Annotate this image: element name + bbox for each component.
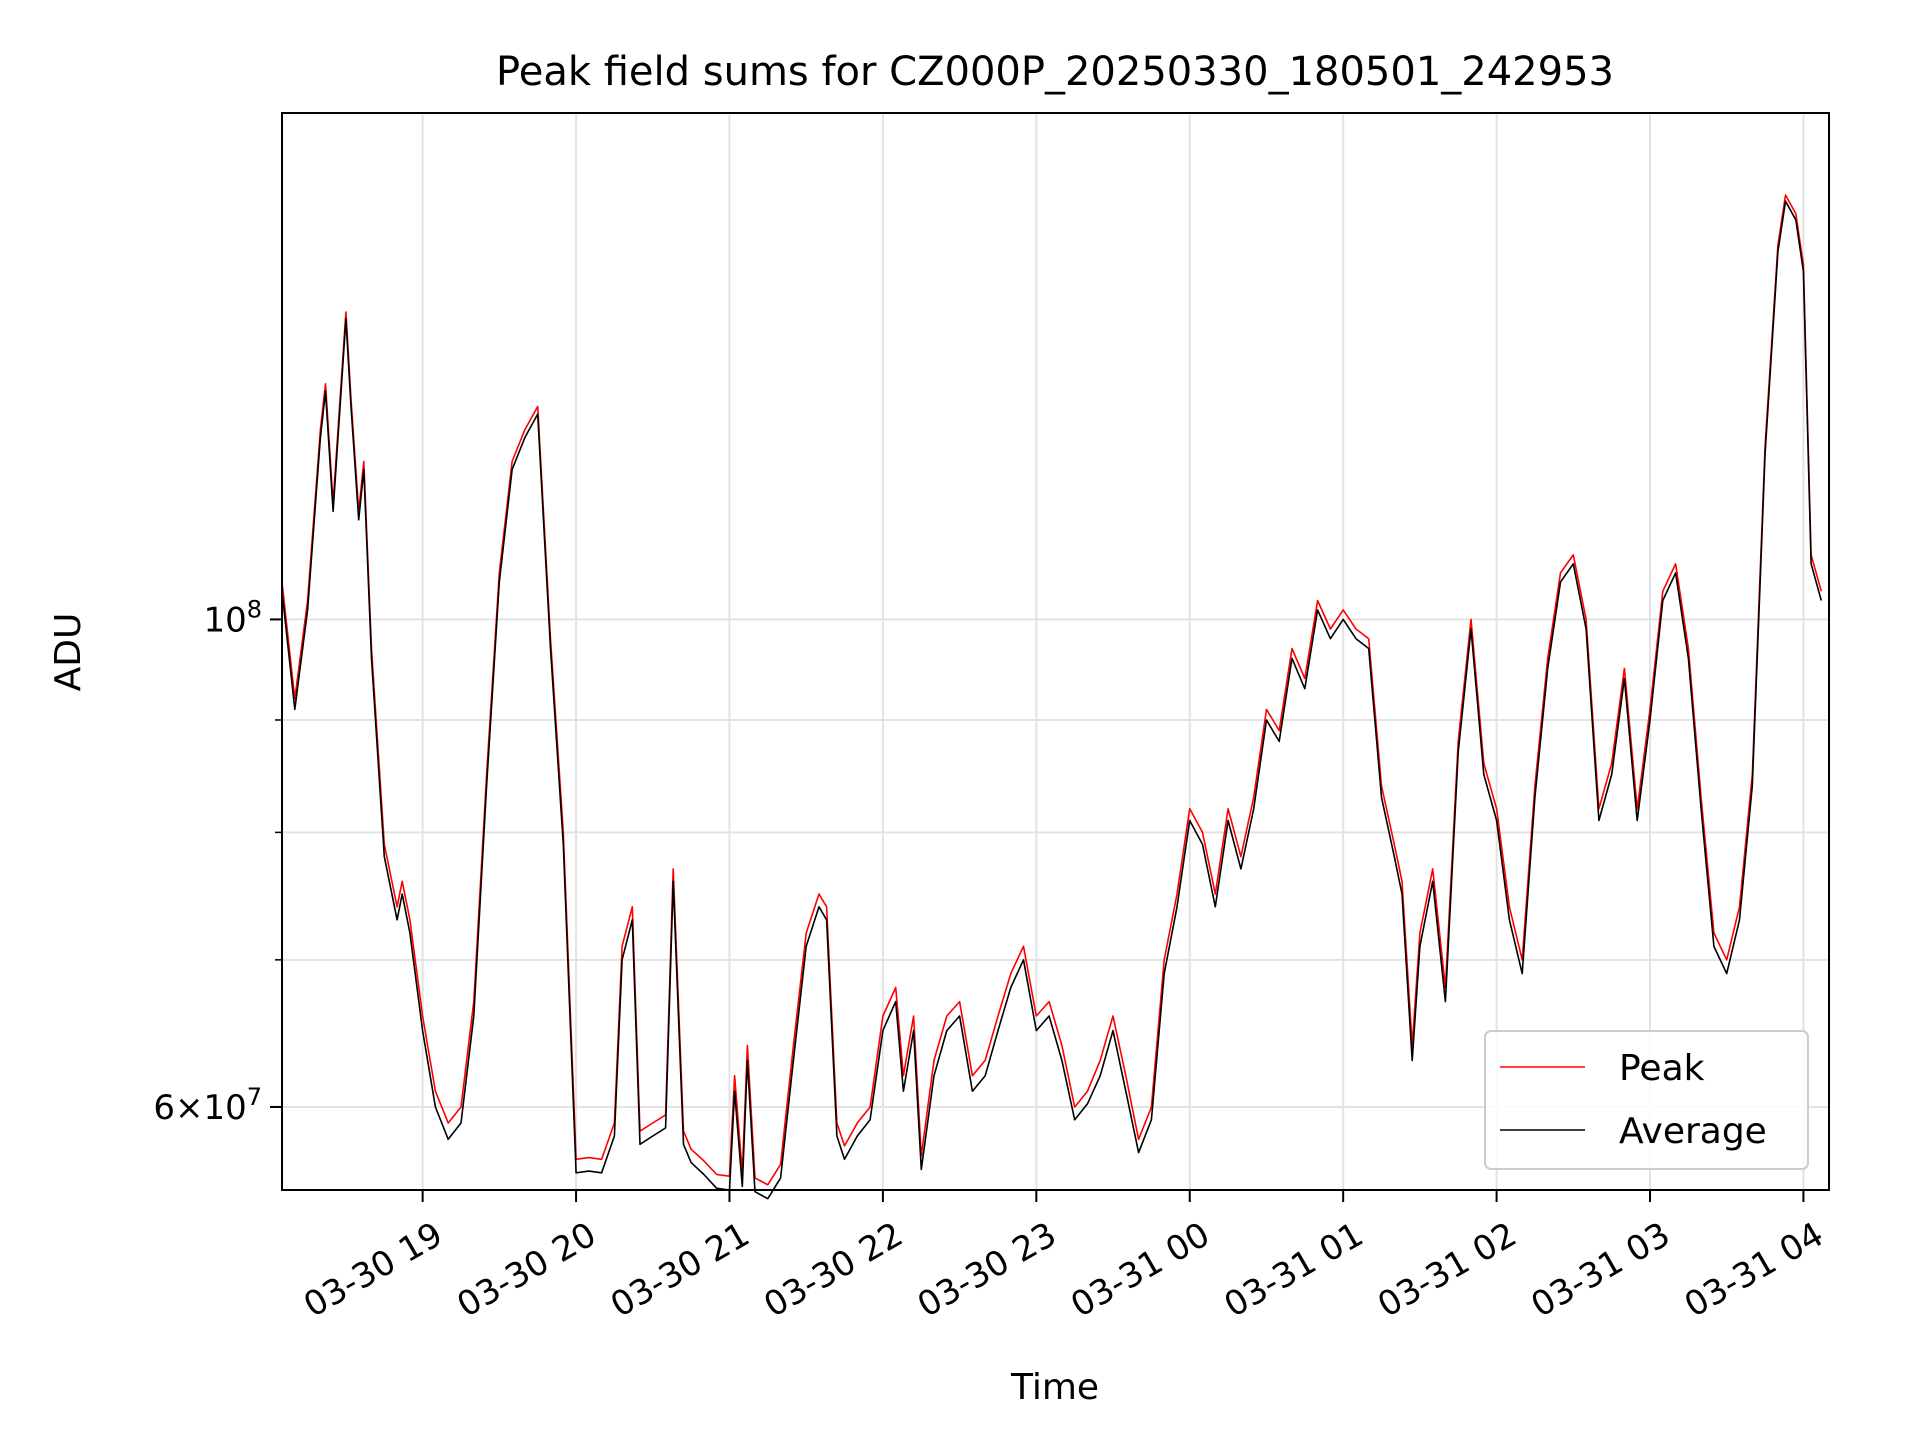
y-axis: 6×107 108 bbox=[153, 595, 282, 1128]
y-axis-label: ADU bbox=[48, 613, 89, 692]
legend: Peak Average bbox=[1484, 1030, 1809, 1170]
y-tick-label: 108 bbox=[203, 595, 262, 640]
legend-label-peak: Peak bbox=[1619, 1048, 1705, 1089]
plot-frame bbox=[281, 112, 1830, 1191]
legend-box bbox=[1484, 1030, 1809, 1170]
series-line-peak bbox=[281, 194, 1823, 1186]
y-tick-label: 6×107 bbox=[153, 1083, 262, 1128]
series-line-average bbox=[281, 200, 1823, 1200]
chart-title: Peak field sums for CZ000P_20250330_1805… bbox=[496, 49, 1614, 95]
legend-label-average: Average bbox=[1619, 1111, 1767, 1152]
series-lines bbox=[281, 194, 1823, 1200]
x-axis-label: Time bbox=[1010, 1367, 1099, 1408]
